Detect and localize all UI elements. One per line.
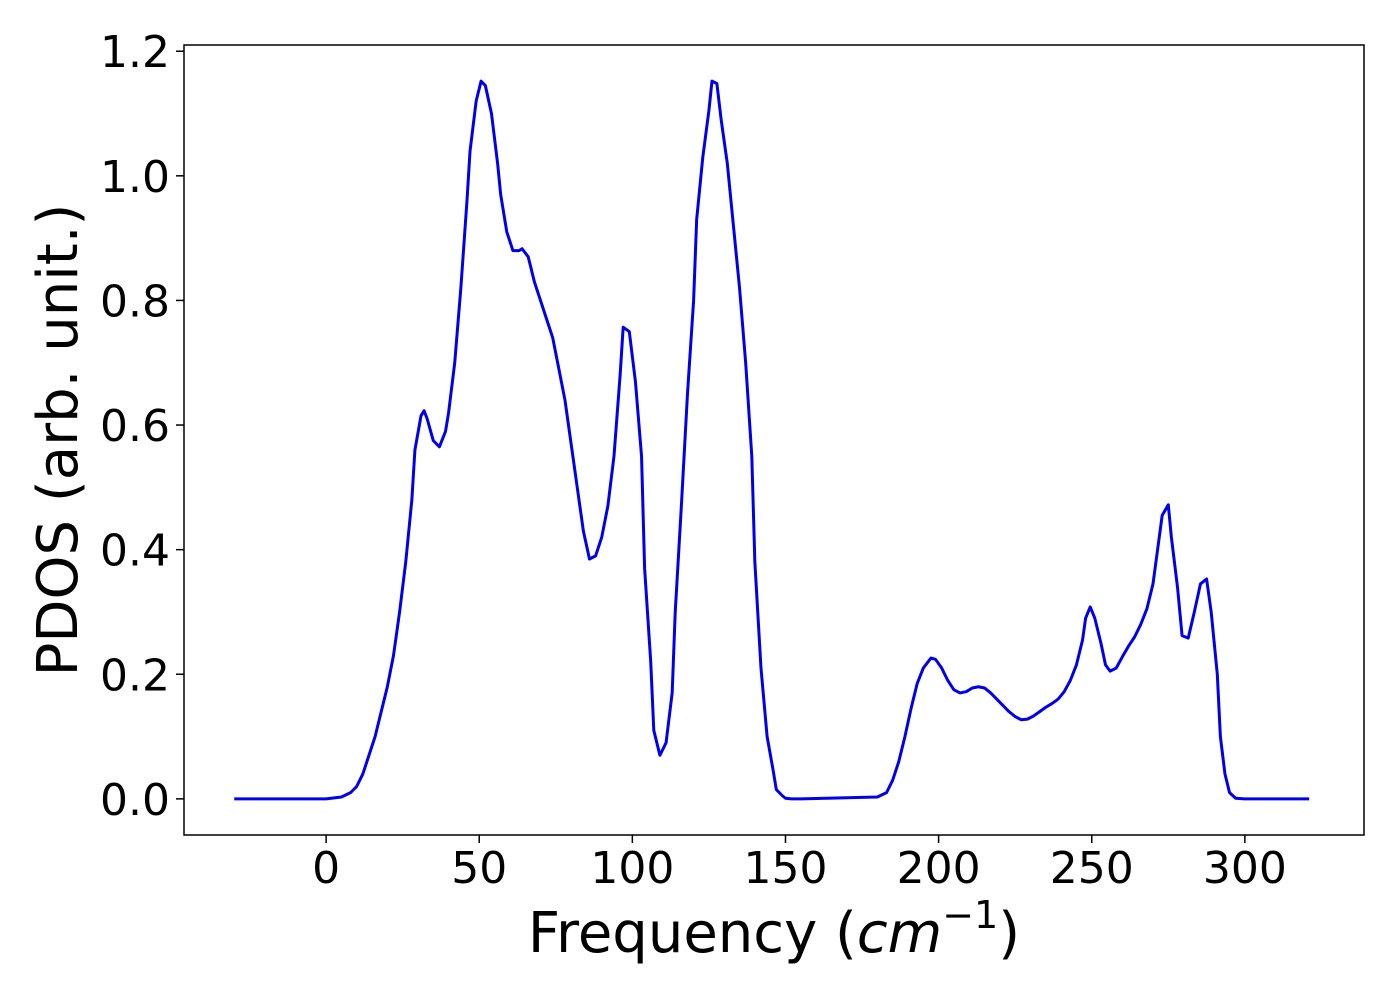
x-label-text: Frequency ( bbox=[528, 901, 857, 966]
x-tick-label: 200 bbox=[897, 843, 981, 894]
x-tick-label: 150 bbox=[743, 843, 827, 894]
x-tick-label: 300 bbox=[1203, 843, 1287, 894]
x-axis-label: Frequency (cm−1) bbox=[528, 893, 1020, 966]
x-label-unit: cm bbox=[857, 901, 942, 966]
y-tick-label: 0.8 bbox=[100, 276, 170, 327]
x-label-exponent: −1 bbox=[942, 893, 998, 937]
x-tick-label: 100 bbox=[590, 843, 674, 894]
x-label-close: ) bbox=[998, 901, 1020, 966]
y-tick-label: 0.4 bbox=[100, 526, 170, 577]
y-tick-label: 1.2 bbox=[100, 27, 170, 78]
x-tick-label: 250 bbox=[1050, 843, 1134, 894]
y-tick-label: 0.0 bbox=[100, 775, 170, 826]
y-tick-label: 0.2 bbox=[100, 650, 170, 701]
x-tick-label: 50 bbox=[451, 843, 507, 894]
x-tick-label: 0 bbox=[312, 843, 340, 894]
y-axis-label: PDOS (arb. unit.) bbox=[26, 204, 91, 677]
y-tick-label: 1.0 bbox=[100, 152, 170, 203]
pdos-line bbox=[234, 79, 1310, 801]
plot-frame bbox=[183, 44, 1365, 836]
y-tick-label: 0.6 bbox=[100, 401, 170, 452]
